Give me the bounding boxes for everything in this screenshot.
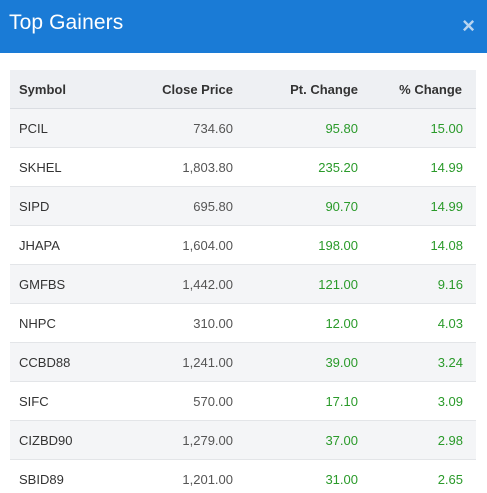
cell-pct-change: 2.98 [358, 420, 476, 460]
cell-pt-change: 37.00 [233, 420, 358, 460]
table-row: JHAPA 1,604.00 198.00 14.08 [10, 225, 476, 265]
cell-pct-change: 4.03 [358, 303, 476, 343]
table-header: Symbol Close Price Pt. Change % Change [10, 70, 476, 109]
cell-close-price: 1,241.00 [129, 342, 233, 382]
table-row: SIPD 695.80 90.70 14.99 [10, 186, 476, 226]
table-row: CIZBD90 1,279.00 37.00 2.98 [10, 420, 476, 460]
close-icon[interactable]: × [462, 12, 475, 38]
cell-close-price: 310.00 [129, 303, 233, 343]
cell-pct-change: 14.08 [358, 225, 476, 265]
cell-symbol[interactable]: GMFBS [10, 264, 129, 304]
column-header-pt-change[interactable]: Pt. Change [233, 70, 358, 109]
column-header-pct-change[interactable]: % Change [358, 70, 476, 109]
table-row: CCBD88 1,241.00 39.00 3.24 [10, 342, 476, 382]
column-header-symbol[interactable]: Symbol [10, 70, 129, 109]
cell-close-price: 1,604.00 [129, 225, 233, 265]
cell-symbol[interactable]: SBID89 [10, 459, 129, 493]
cell-symbol[interactable]: SKHEL [10, 147, 129, 187]
cell-pct-change: 2.65 [358, 459, 476, 493]
modal-header: Top Gainers × [0, 0, 487, 53]
cell-close-price: 570.00 [129, 381, 233, 421]
table-body: PCIL 734.60 95.80 15.00 SKHEL 1,803.80 2… [10, 108, 476, 493]
table-row: NHPC 310.00 12.00 4.03 [10, 303, 476, 343]
cell-pct-change: 15.00 [358, 108, 476, 148]
table-row: PCIL 734.60 95.80 15.00 [10, 108, 476, 148]
cell-pct-change: 14.99 [358, 186, 476, 226]
gainers-table-container: Symbol Close Price Pt. Change % Change P… [10, 70, 476, 493]
cell-close-price: 734.60 [129, 108, 233, 148]
cell-pt-change: 198.00 [233, 225, 358, 265]
cell-symbol[interactable]: CIZBD90 [10, 420, 129, 460]
cell-pct-change: 3.24 [358, 342, 476, 382]
table-row: SBID89 1,201.00 31.00 2.65 [10, 459, 476, 493]
cell-symbol[interactable]: NHPC [10, 303, 129, 343]
gainers-table: Symbol Close Price Pt. Change % Change P… [10, 70, 476, 493]
cell-pt-change: 39.00 [233, 342, 358, 382]
cell-pct-change: 14.99 [358, 147, 476, 187]
cell-pct-change: 9.16 [358, 264, 476, 304]
column-header-close-price[interactable]: Close Price [129, 70, 233, 109]
cell-pt-change: 95.80 [233, 108, 358, 148]
cell-symbol[interactable]: CCBD88 [10, 342, 129, 382]
table-row: GMFBS 1,442.00 121.00 9.16 [10, 264, 476, 304]
header-row: Symbol Close Price Pt. Change % Change [10, 70, 476, 109]
cell-pt-change: 235.20 [233, 147, 358, 187]
cell-pt-change: 90.70 [233, 186, 358, 226]
table-row: SIFC 570.00 17.10 3.09 [10, 381, 476, 421]
cell-pct-change: 3.09 [358, 381, 476, 421]
cell-close-price: 1,201.00 [129, 459, 233, 493]
cell-close-price: 1,803.80 [129, 147, 233, 187]
cell-close-price: 695.80 [129, 186, 233, 226]
cell-pt-change: 31.00 [233, 459, 358, 493]
cell-pt-change: 12.00 [233, 303, 358, 343]
cell-close-price: 1,279.00 [129, 420, 233, 460]
cell-symbol[interactable]: SIPD [10, 186, 129, 226]
modal-title: Top Gainers [9, 10, 124, 34]
cell-pt-change: 121.00 [233, 264, 358, 304]
cell-symbol[interactable]: PCIL [10, 108, 129, 148]
cell-pt-change: 17.10 [233, 381, 358, 421]
cell-symbol[interactable]: SIFC [10, 381, 129, 421]
cell-close-price: 1,442.00 [129, 264, 233, 304]
cell-symbol[interactable]: JHAPA [10, 225, 129, 265]
table-row: SKHEL 1,803.80 235.20 14.99 [10, 147, 476, 187]
